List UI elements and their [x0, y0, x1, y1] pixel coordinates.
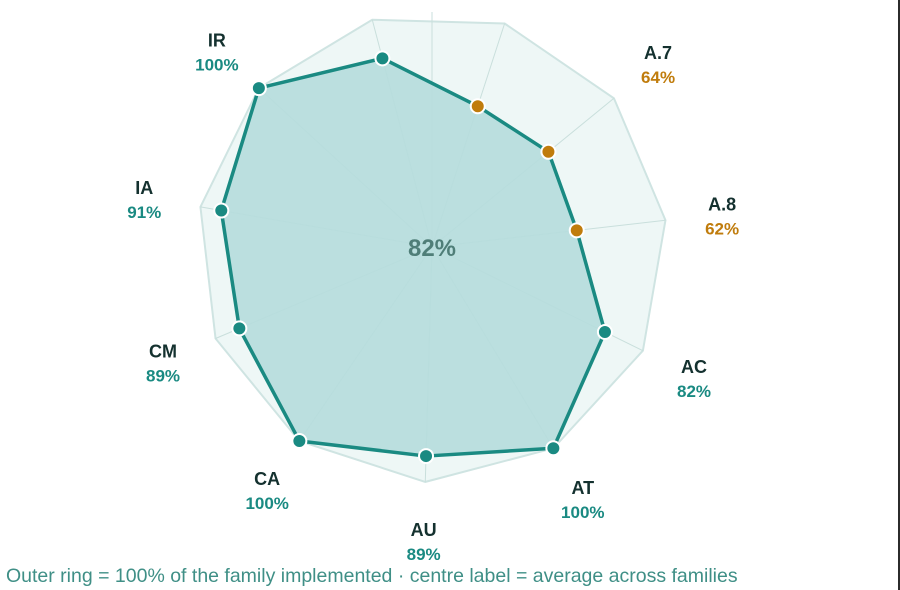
axis-value-label: 100% — [195, 56, 238, 75]
data-point — [231, 320, 248, 337]
data-point — [418, 448, 435, 465]
data-points — [213, 50, 613, 465]
center-average-label: 82% — [408, 235, 456, 262]
axis-name-label: IR — [208, 31, 226, 51]
data-point — [469, 98, 486, 115]
data-point — [291, 432, 308, 449]
axis-name-label: A.8 — [708, 195, 736, 215]
axis-name-label: AU — [411, 520, 437, 540]
window-edge — [898, 0, 900, 590]
axis-value-label: 82% — [677, 382, 711, 401]
data-point — [374, 50, 391, 67]
chart-caption: Outer ring = 100% of the family implemen… — [6, 565, 738, 587]
axis-name-label: IA — [135, 178, 153, 198]
axis-name-label: A.7 — [644, 43, 672, 63]
data-area — [219, 56, 607, 458]
axis-value-label: 89% — [407, 545, 441, 564]
axis-value-label: 100% — [561, 503, 604, 522]
axis-value-label: 91% — [127, 203, 161, 222]
axis-labels: 63%A.764%A.862%AC82%AT100%AU89%CA100%CM8… — [127, 31, 739, 564]
data-point — [596, 324, 613, 341]
axis-name-label: CA — [254, 469, 280, 489]
axis-value-label: 100% — [245, 494, 288, 513]
data-point — [545, 440, 562, 457]
data-point — [250, 80, 267, 97]
axis-value-label: 89% — [146, 367, 180, 386]
axis-name-label: AC — [681, 357, 707, 377]
axis-value-label: 62% — [705, 220, 739, 239]
data-point — [568, 222, 585, 239]
data-point — [213, 202, 230, 219]
axis-name-label: CM — [149, 342, 177, 362]
data-point — [540, 143, 557, 160]
axis-value-label: 64% — [641, 68, 675, 87]
axis-name-label: AT — [571, 478, 594, 498]
